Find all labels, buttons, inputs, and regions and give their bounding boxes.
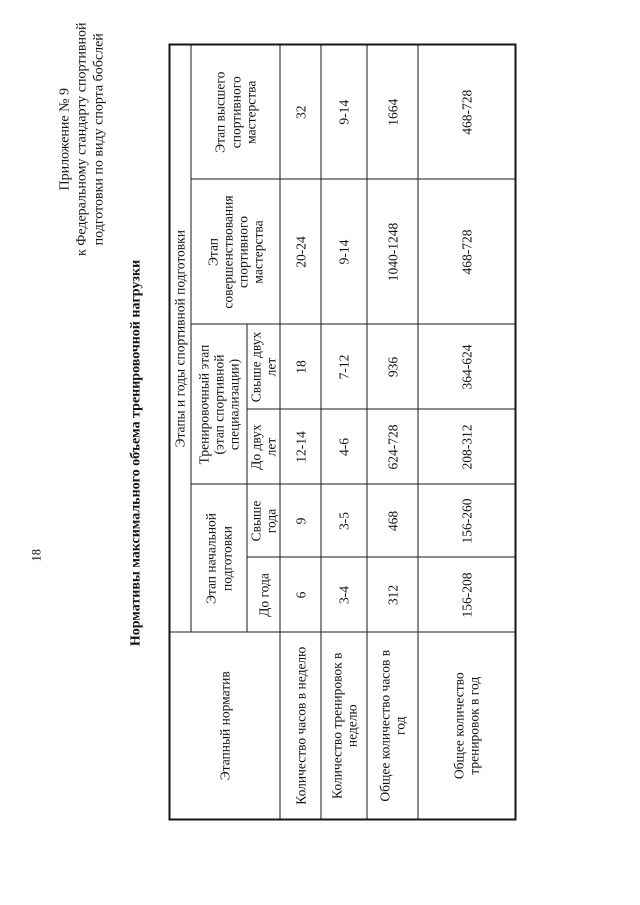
group-header-initial-stage: Этап начальной подготовки [190, 484, 247, 632]
value-cell: 468 [366, 484, 418, 557]
row-label-cell: Общее количество часов в год [366, 632, 418, 819]
appendix-header-line-2: к Федеральному стандарту спортивной [74, 22, 89, 256]
value-cell: 468-728 [417, 44, 516, 179]
value-cell: 1040-1248 [366, 179, 418, 324]
group-header-highest-stage: Этап высшего спортивного мастерства [190, 44, 280, 179]
table-row: Общее количество тренировок в год 156-20… [417, 44, 516, 819]
sub-header-under-two-years: До двух лет [246, 409, 280, 484]
value-cell: 20-24 [279, 179, 321, 324]
value-cell: 7-12 [320, 324, 367, 409]
row-label-cell: Общее количество тренировок в год [417, 632, 516, 819]
value-cell: 3-4 [320, 557, 367, 632]
value-cell: 9-14 [320, 179, 367, 324]
sub-header-under-year: До года [246, 557, 280, 632]
sub-header-over-year: Свыше года [246, 484, 280, 557]
row-label-cell: Количество часов в неделю [279, 632, 321, 819]
group-header-improvement-stage: Этап совершенствования спортивного масте… [190, 179, 280, 324]
table-row: Общее количество часов в год 312 468 624… [366, 44, 418, 819]
value-cell: 156-208 [417, 557, 516, 632]
corner-header-cell: Этапный норматив [169, 632, 280, 819]
stages-header-cell: Этапы и годы спортивной подготовки [169, 44, 191, 632]
value-cell: 936 [366, 324, 418, 409]
sub-header-over-two-years: Свыше двух лет [246, 324, 280, 409]
page-number: 18 [29, 548, 43, 562]
value-cell: 9 [279, 484, 321, 557]
row-label-cell: Количество тренировок в неделю [320, 632, 367, 819]
value-cell: 12-14 [279, 409, 321, 484]
value-cell: 32 [279, 44, 321, 179]
appendix-header-line-1: Приложение № 9 [57, 87, 72, 191]
value-cell: 364-624 [417, 324, 516, 409]
table-row: Количество тренировок в неделю 3-4 3-5 4… [320, 44, 367, 819]
value-cell: 468-728 [417, 179, 516, 324]
value-cell: 9-14 [320, 44, 367, 179]
value-cell: 3-5 [320, 484, 367, 557]
value-cell: 624-728 [366, 409, 418, 484]
value-cell: 156-260 [417, 484, 516, 557]
value-cell: 6 [279, 557, 321, 632]
appendix-header: Приложение № 9 к Федеральному стандарту … [56, 22, 107, 256]
document-title: Нормативы максимального объема тренирово… [128, 259, 143, 646]
appendix-header-line-3: подготовки по виду спорта бобслей [91, 32, 106, 245]
value-cell: 4-6 [320, 409, 367, 484]
value-cell: 18 [279, 324, 321, 409]
group-header-training-stage: Тренировочный этап (этап спортивной спец… [190, 324, 247, 484]
table-row: Количество часов в неделю 6 9 12-14 18 2… [279, 44, 321, 819]
value-cell: 208-312 [417, 409, 516, 484]
value-cell: 312 [366, 557, 418, 632]
value-cell: 1664 [366, 44, 418, 179]
training-load-table: Этапный норматив Этапы и годы спортивной… [168, 43, 517, 820]
